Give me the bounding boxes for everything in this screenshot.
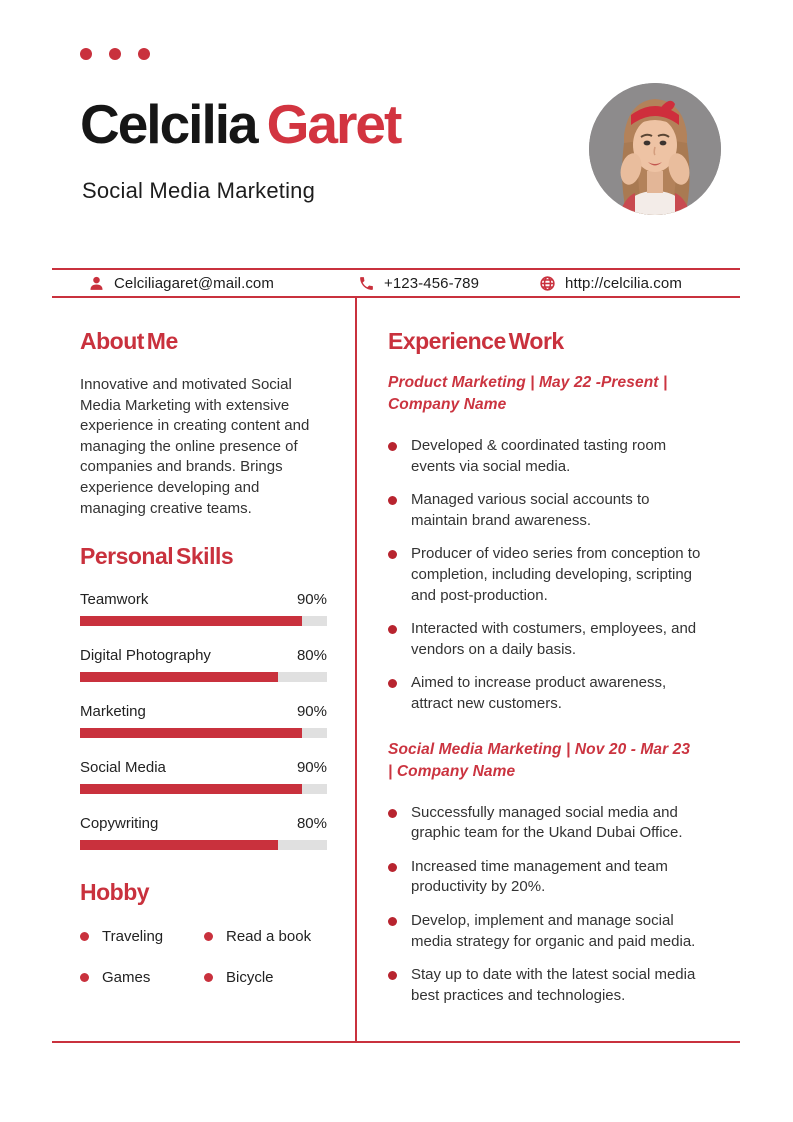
skill-bar-track <box>80 672 327 683</box>
skill-percent: 90% <box>296 703 327 721</box>
experience-heading: Experience Work <box>388 328 564 354</box>
list-item: Successfully managed social media and gr… <box>388 803 704 844</box>
about-heading: About Me <box>80 328 178 354</box>
skill-percent: 80% <box>296 647 327 665</box>
contact-website: http://celcilia.com <box>539 270 682 296</box>
person-icon <box>90 276 103 290</box>
phone-icon <box>360 276 373 290</box>
bullet-icon <box>388 808 397 818</box>
bullet-text: Develop, implement and manage social med… <box>411 911 696 950</box>
job-title: Social Media Marketing | Nov 20 - Mar 23… <box>388 740 691 780</box>
bullet-icon <box>388 862 397 872</box>
skill-percent: 90% <box>296 759 327 777</box>
skill-percent: 80% <box>296 815 327 833</box>
skill-bar-track <box>80 840 327 851</box>
list-item: Increased time management and team produ… <box>388 857 704 898</box>
hobby-item: Bicycle <box>204 969 330 986</box>
bullet-text: Increased time management and team produ… <box>411 857 668 896</box>
hobby-label: Read a book <box>226 928 312 946</box>
job-subtitle: Social Media Marketing <box>82 178 316 203</box>
profile-photo-illustration <box>589 83 721 215</box>
skill-bar-fill <box>80 728 303 739</box>
hobby-label: Bicycle <box>226 969 274 987</box>
job-bullet-list: Successfully managed social media and gr… <box>388 803 704 1007</box>
skill-bar-fill <box>80 672 278 683</box>
bullet-icon <box>388 442 397 451</box>
skill-label: Social Media <box>80 759 166 777</box>
skill-bar-fill <box>80 784 303 795</box>
job-title: Product Marketing | May 22 -Present | Co… <box>388 374 668 413</box>
list-item: Interacted with costumers, employees, an… <box>388 619 704 660</box>
skill-label: Marketing <box>80 703 146 721</box>
bullet-icon <box>388 625 397 635</box>
hobby-heading: Hobby <box>80 879 150 906</box>
bullet-icon <box>204 973 213 983</box>
hobby-label: Games <box>102 969 151 987</box>
contact-email: Celciliagaret@mail.com <box>88 270 274 296</box>
skill-bar-track <box>80 616 327 627</box>
skill-bar-fill <box>80 840 278 851</box>
bullet-text: Developed & coordinated tasting room eve… <box>411 437 667 475</box>
skill-label: Teamwork <box>80 591 149 609</box>
list-item: Develop, implement and manage social med… <box>388 911 704 952</box>
list-item: Aimed to increase product awareness, att… <box>388 673 704 714</box>
skill-bar-track <box>80 728 327 739</box>
dot-icon <box>138 48 150 60</box>
job-bullet-list: Developed & coordinated tasting room eve… <box>388 436 704 715</box>
person-name: Celcilia Garet <box>80 92 403 156</box>
list-item: Producer of video series from conception… <box>388 544 704 606</box>
website-text[interactable]: http://celcilia.com <box>565 274 682 292</box>
last-name: Garet <box>266 93 403 155</box>
skill-bar-track <box>80 784 327 795</box>
column-divider <box>355 297 357 1041</box>
bullet-text: Successfully managed social media and gr… <box>411 803 683 842</box>
dot-icon <box>80 48 92 60</box>
right-column: Experience Work Product Marketing | May … <box>388 299 704 1019</box>
skill-row: Digital Photography 80% <box>80 647 327 683</box>
first-name: Celcilia <box>80 93 259 155</box>
phone-text[interactable]: +123-456-789 <box>384 274 480 292</box>
list-item: Stay up to date with the latest social m… <box>388 965 704 1006</box>
dot-icon <box>109 48 121 60</box>
email-text[interactable]: Celciliagaret@mail.com <box>114 274 274 292</box>
decorative-dots <box>80 48 150 60</box>
bullet-icon <box>388 496 397 506</box>
bullet-text: Managed various social accounts to maint… <box>411 491 650 529</box>
hobby-label: Traveling <box>102 928 164 946</box>
bullet-text: Producer of video series from conception… <box>411 545 701 604</box>
bullet-icon <box>388 971 397 981</box>
left-column: About Me Innovative and motivated Social… <box>80 299 330 986</box>
contact-bar: Celciliagaret@mail.com +123-456-789 http… <box>52 268 740 298</box>
hobby-item: Traveling <box>80 928 204 945</box>
skill-row: Copywriting 80% <box>80 815 327 851</box>
bullet-icon <box>388 550 397 560</box>
skill-percent: 90% <box>296 591 327 609</box>
bullet-text: Interacted with costumers, employees, an… <box>411 620 697 658</box>
bullet-icon <box>204 932 213 942</box>
bullet-icon <box>80 973 89 983</box>
about-text: Innovative and motivated Social Media Ma… <box>80 376 310 517</box>
skill-row: Social Media 90% <box>80 759 327 795</box>
contact-phone: +123-456-789 <box>358 270 479 296</box>
skill-row: Marketing 90% <box>80 703 327 739</box>
skill-label: Digital Photography <box>80 647 211 665</box>
globe-icon <box>540 275 555 291</box>
skill-bar-fill <box>80 616 303 627</box>
bullet-text: Stay up to date with the latest social m… <box>411 966 696 1004</box>
bullet-icon <box>388 679 397 689</box>
profile-photo <box>589 83 721 215</box>
hobby-item: Read a book <box>204 928 330 945</box>
list-item: Developed & coordinated tasting room eve… <box>388 436 704 477</box>
content-area: About Me Innovative and motivated Social… <box>52 297 740 1043</box>
skill-label: Copywriting <box>80 815 159 833</box>
hobby-item: Games <box>80 969 204 986</box>
hobby-list: Traveling Read a book Games Bicycle <box>80 928 330 986</box>
bullet-icon <box>80 932 89 942</box>
skill-row: Teamwork 90% <box>80 591 327 627</box>
bullet-text: Aimed to increase product awareness, att… <box>411 674 667 712</box>
bullet-icon <box>388 916 397 926</box>
skills-heading: Personal Skills <box>80 543 234 570</box>
list-item: Managed various social accounts to maint… <box>388 490 704 531</box>
